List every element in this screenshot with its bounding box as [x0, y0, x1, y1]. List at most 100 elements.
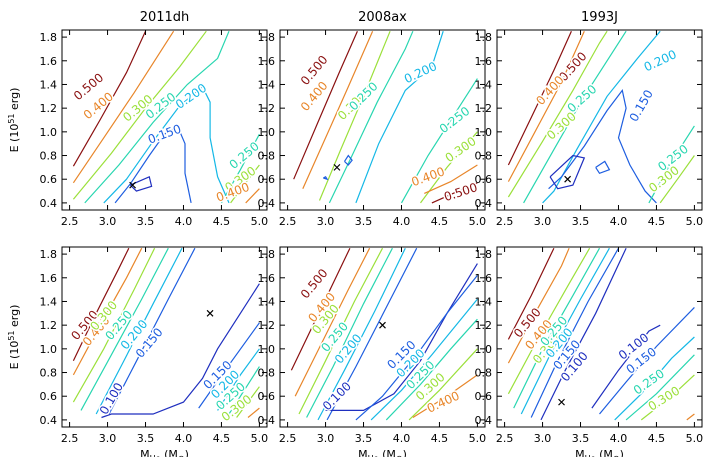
contour-0.300	[72, 30, 207, 200]
panel-6: 0.5000.4000.3000.2500.2000.1500.1000.100…	[475, 246, 704, 457]
contour-0.400	[424, 164, 478, 194]
contour-0.400	[294, 247, 371, 397]
contour-0.300	[236, 386, 260, 418]
best-fit-marker	[333, 163, 341, 171]
y-tick-label: 1.6	[475, 272, 493, 285]
y-tick-label: 1.8	[475, 31, 493, 44]
x-tick-label: 4.5	[648, 215, 666, 228]
contour-0.150	[114, 125, 192, 204]
plot-frame	[496, 29, 703, 211]
y-tick-label: 0.4	[258, 197, 276, 210]
contour-0.250	[625, 354, 695, 421]
best-fit-marker	[206, 309, 214, 317]
contour-0.500	[290, 247, 351, 371]
x-tick-label: 4.5	[213, 215, 231, 228]
contour-0.400	[245, 188, 260, 204]
panel-5: 0.5000.4000.3000.2500.2000.1000.1500.200…	[258, 246, 486, 457]
contour-0.250	[648, 125, 695, 204]
y-tick-label: 1.8	[40, 248, 58, 261]
y-tick-label: 1.6	[40, 55, 58, 68]
plot-frame	[279, 246, 486, 428]
x-tick-label: 2.5	[279, 432, 297, 445]
contour-0.500	[507, 30, 572, 166]
contour-0.250	[306, 247, 393, 418]
contour-0.300	[72, 247, 156, 403]
x-tick-label: 4.5	[431, 215, 449, 228]
y-tick-label: 1.8	[258, 248, 276, 261]
y-tick-label: 1.4	[258, 295, 276, 308]
contour-0.150	[108, 247, 196, 415]
y-tick-label: 0.4	[475, 197, 493, 210]
y-tick-label: 1.8	[475, 248, 493, 261]
y-tick-label: 0.4	[475, 414, 493, 427]
contour-0.250	[80, 247, 169, 411]
y-tick-label: 1.0	[258, 343, 276, 356]
contour-0.300	[318, 30, 391, 201]
contour-0.400	[686, 413, 695, 421]
contour-0.500	[431, 182, 478, 204]
x-tick-label: 4.0	[175, 215, 193, 228]
y-tick-label: 1.4	[258, 78, 276, 91]
contour-labels: 0.5000.4000.3000.2500.2000.1500.1000.100…	[509, 304, 683, 416]
contour-0.250	[523, 30, 627, 204]
x-tick-label: 3.5	[355, 215, 373, 228]
y-tick-label: 1.4	[475, 295, 493, 308]
plot-frame	[496, 246, 703, 428]
contour-label: 0.250	[437, 104, 473, 136]
contour-0.500	[293, 30, 358, 180]
contour-0.250	[513, 247, 601, 409]
y-tick-label: 1.4	[40, 78, 58, 91]
x-tick-label: 4.0	[393, 432, 411, 445]
x-tick-label: 4.0	[393, 215, 411, 228]
y-tick-label: 1.2	[258, 319, 276, 332]
panel-title: 2008ax	[358, 10, 407, 25]
contour-lines	[72, 30, 260, 204]
contour-0.300	[298, 247, 384, 415]
contour-0.250	[220, 133, 260, 204]
y-tick-label: 0.8	[40, 367, 58, 380]
y-tick-label: 1.8	[40, 31, 58, 44]
contour-0.150	[548, 88, 657, 204]
x-tick-label: 3.5	[355, 432, 373, 445]
contour-label: 0.200	[402, 59, 439, 86]
contour-0.300	[640, 374, 695, 421]
contour-0.200	[217, 348, 260, 411]
panel-3: 0.5000.4000.3000.2500.2000.1500.2500.300…	[475, 10, 704, 228]
contour-0.200	[355, 31, 444, 204]
contour-lines	[507, 30, 695, 204]
y-tick-label: 1.0	[258, 126, 276, 139]
contour-0.300	[408, 348, 478, 421]
contour-0.200	[103, 85, 230, 204]
contour-0.500	[72, 247, 130, 361]
contour-0.150	[355, 275, 478, 421]
y-tick-label: 1.2	[475, 102, 493, 115]
y-axis-label: E (1051 erg)	[7, 88, 21, 153]
x-tick-label: 5.0	[686, 432, 704, 445]
y-tick-label: 0.8	[40, 150, 58, 163]
y-tick-label: 0.6	[40, 390, 58, 403]
contour-lines	[72, 247, 260, 419]
contour-label: 0.200	[173, 81, 209, 112]
contour-0.150	[343, 154, 353, 166]
x-tick-label: 2.5	[496, 432, 514, 445]
panel-4: 0.5000.4000.3000.2500.2000.1500.1000.150…	[7, 246, 268, 457]
contour-0.400	[247, 407, 260, 418]
contour-0.400	[412, 374, 478, 419]
contour-0.100	[129, 175, 153, 192]
contour-label: 0.150	[627, 87, 656, 124]
contour-0.200	[614, 336, 695, 421]
best-fit-marker	[564, 175, 572, 183]
x-tick-label: 5.0	[251, 215, 269, 228]
contour-0.200	[370, 298, 478, 421]
y-tick-label: 1.2	[258, 102, 276, 115]
panel-title: 1993J	[581, 10, 618, 25]
best-fit-marker	[379, 321, 386, 329]
x-tick-label: 3.0	[99, 432, 117, 445]
x-tick-label: 3.5	[137, 215, 155, 228]
contour-0.250	[328, 30, 414, 204]
